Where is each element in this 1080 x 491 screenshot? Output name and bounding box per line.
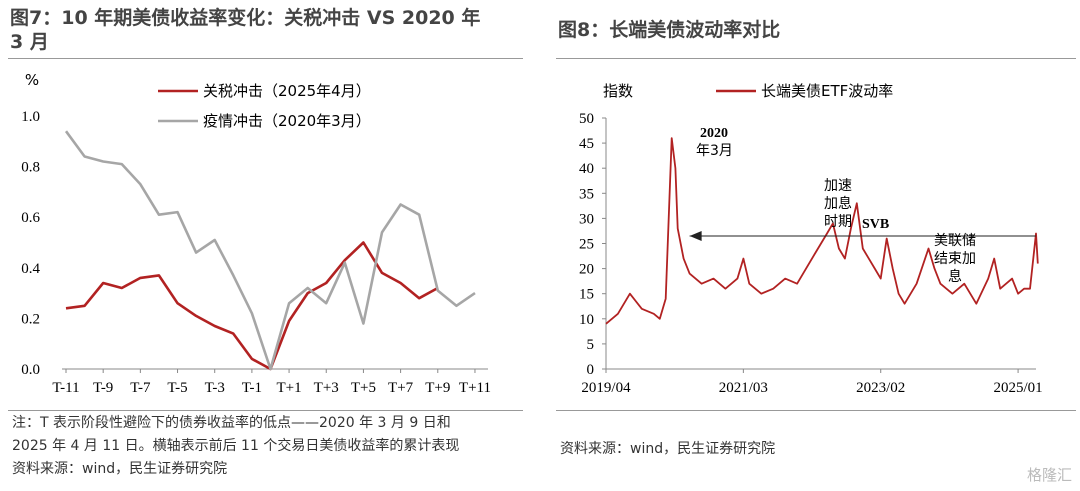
tariff-shock-series-line [65, 241, 439, 371]
x-tick-label: T-3 [205, 380, 225, 396]
left-chart-title: 图7：10 年期美债收益率变化：关税冲击 VS 2020 年 3 月 [10, 6, 480, 54]
right-panel: 图8：长端美债波动率对比 指数 0 5 10 15 20 25 30 35 40 45 50 2019/… [548, 0, 1080, 491]
pandemic-shock-series-line [64, 130, 476, 371]
watermark-logo: 格隆汇 [1026, 466, 1072, 484]
left-note: 注：T 表示阶段性避险下的债券收益率的低点——2020 年 3 月 9 日和 2… [12, 412, 459, 481]
left-source: 资料来源：wind，民生证券研究院 [12, 461, 228, 477]
y-axis-unit: 指数 [603, 82, 633, 100]
left-note-line1: 注：T 表示阶段性避险下的债券收益率的低点——2020 年 3 月 9 日和 [12, 415, 451, 431]
y-tick-label: 0.6 [21, 210, 40, 226]
x-tick-label: T-11 [52, 380, 79, 396]
x-tick-label: T+9 [425, 380, 450, 396]
legend-label-tariff: 关税冲击（2025年4月） [203, 82, 371, 100]
yield-change-chart: % 0.0 0.2 0.4 0.6 0.8 1.0 T-11 T-9 T-7 T-5 T-3 T-1 T+… [21, 71, 491, 396]
x-tick-label: 2019/04 [581, 380, 631, 396]
annotation-hike-line3: 时期 [824, 214, 852, 230]
x-tick-label: 2021/03 [719, 380, 768, 396]
legend-label-pandemic: 疫情冲击（2020年3月） [203, 112, 371, 130]
y-tick-label: 0 [587, 362, 595, 378]
left-note-line2: 2025 年 4 月 11 日。横轴表示前后 11 个交易日美债收益率的累计表现 [12, 438, 460, 454]
x-tick-label: T+3 [314, 380, 339, 396]
annotation-2020-line2: 年3月 [696, 143, 733, 159]
annotation-2020-line1: 2020 [700, 126, 728, 141]
annotation-fed-line3: 息 [948, 268, 962, 285]
left-panel: 图7：10 年期美债收益率变化：关税冲击 VS 2020 年 3 月 % 0.0 0… [0, 0, 530, 491]
left-title-rule [8, 58, 523, 59]
left-title-line2: 3 月 [10, 31, 49, 53]
right-chart-title: 图8：长端美债波动率对比 [558, 19, 781, 41]
x-tick-label: T+7 [388, 380, 414, 396]
right-title-rule [556, 58, 1076, 59]
y-tick-label: 25 [579, 237, 594, 253]
y-tick-label: 0.0 [21, 362, 40, 378]
left-note-rule [8, 410, 523, 411]
legend-label-volatility: 长端美债ETF波动率 [761, 82, 893, 100]
x-tick-label: T-7 [130, 380, 151, 396]
annotation-hike-line1: 加速 [824, 178, 852, 194]
volatility-series-line [605, 137, 1039, 325]
annotation-fed-line2: 结束加 [934, 251, 976, 267]
y-tick-label: 30 [579, 211, 594, 227]
x-tick-label: T-1 [242, 380, 262, 396]
y-tick-label: 40 [579, 161, 594, 177]
y-tick-label: 15 [579, 287, 594, 303]
y-tick-label: 35 [579, 186, 594, 202]
y-axis-unit: % [25, 71, 39, 89]
x-tick-label: 2025/01 [993, 380, 1042, 396]
y-tick-label: 0.4 [21, 261, 40, 277]
y-tick-label: 45 [579, 136, 594, 152]
reference-arrow-head [689, 230, 702, 241]
y-tick-label: 0.8 [21, 160, 40, 176]
y-tick-label: 1.0 [21, 109, 40, 125]
y-tick-label: 0.2 [21, 311, 40, 327]
right-note-rule [556, 410, 1076, 411]
y-tick-label: 5 [587, 337, 595, 353]
y-tick-label: 10 [579, 312, 594, 328]
x-tick-label: T+5 [351, 380, 376, 396]
x-tick-label: T+11 [459, 380, 491, 396]
x-tick-label: T-9 [93, 380, 113, 396]
annotation-svb: SVB [862, 217, 889, 232]
left-title-line1: 图7：10 年期美债收益率变化：关税冲击 VS 2020 年 [10, 7, 481, 29]
annotation-hike-line2: 加息 [824, 195, 852, 212]
annotation-fed-line1: 美联储 [934, 233, 976, 249]
right-source: 资料来源：wind，民生证券研究院 [560, 441, 776, 457]
x-tick-label: 2023/02 [856, 380, 905, 396]
x-tick-label: T+1 [277, 380, 302, 396]
volatility-chart: 指数 0 5 10 15 20 25 30 35 40 45 50 2019/04 2021/03 2023… [579, 82, 1043, 396]
y-tick-label: 20 [579, 262, 594, 278]
y-tick-label: 50 [579, 111, 594, 127]
x-tick-label: T-5 [167, 380, 187, 396]
